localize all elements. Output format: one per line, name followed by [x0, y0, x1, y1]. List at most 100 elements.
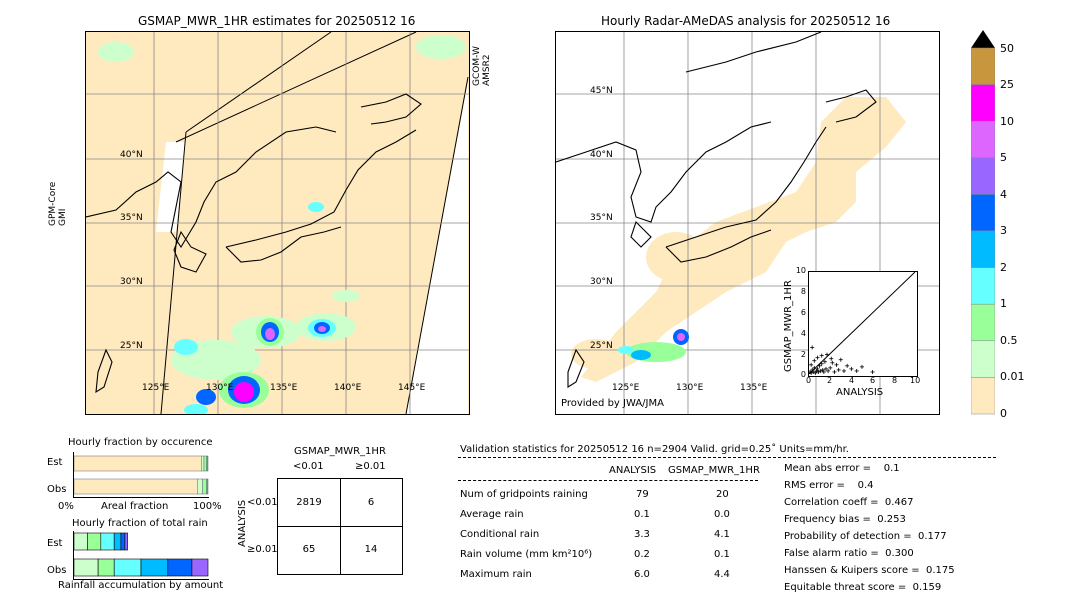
- occurrence-bar: [73, 478, 198, 495]
- left-map-canvas: [86, 32, 469, 414]
- scatter-ytick-4: 4: [800, 329, 806, 338]
- total-rain-obs-label: Obs: [47, 565, 67, 576]
- scatter-ytick-2: 2: [800, 350, 806, 359]
- scatter-ytick-8: 8: [800, 287, 806, 296]
- occurrence-bar: [206, 478, 209, 495]
- lon-label-130: 130°E: [206, 383, 234, 393]
- scatter-point: [812, 365, 817, 370]
- total-rain-bar: [87, 532, 102, 551]
- scatter-point: [817, 363, 822, 368]
- occurrence-obs-label: Obs: [47, 484, 67, 495]
- score-ets: Equitable threat score = 0.159: [784, 582, 942, 593]
- scatter-point: [809, 362, 814, 367]
- lon-label-125: 125°E: [142, 383, 170, 393]
- occurrence-bar: [197, 478, 203, 495]
- total-rain-chart: [73, 531, 209, 580]
- scatter-point: [814, 368, 819, 373]
- occurrence-chart: [73, 452, 209, 498]
- scatter-xtick-10: 10: [910, 376, 921, 385]
- occurrence-xlabel: Areal fraction: [101, 501, 169, 512]
- rmap-lat-35: 35°N: [590, 213, 613, 223]
- left-map: 40°N 35°N 30°N 25°N 125°E 130°E 135°E 14…: [85, 31, 470, 415]
- total-rain-bar: [124, 532, 128, 551]
- cbar-label-0: 0: [1000, 407, 1007, 420]
- occurrence-bar: [73, 455, 202, 472]
- lon-label-145: 145°E: [398, 383, 426, 393]
- scatter-point: [829, 356, 834, 361]
- contingency-table: 2819 6 65 14: [277, 478, 403, 575]
- scatter-diagonal: [808, 271, 916, 375]
- scatter-point: [822, 359, 827, 364]
- scatter-point: [819, 361, 824, 366]
- scatter-x-ticks: 0 2 4 6 8 10: [804, 376, 924, 388]
- provided-by-label: Provided by JWA/JMA: [561, 398, 664, 409]
- cbar-label-2: 2: [1000, 261, 1007, 274]
- score-far: False alarm ratio = 0.300: [784, 548, 914, 559]
- validation-divider: [458, 457, 996, 458]
- total-rain-bar: [73, 558, 99, 577]
- cbar-label-50: 50: [1000, 42, 1014, 55]
- total-rain-bar: [191, 558, 209, 577]
- validation-header: Validation statistics for 20250512 16 n=…: [460, 444, 849, 455]
- total-rain-bar: [73, 532, 88, 551]
- colorbar: [970, 30, 996, 415]
- rmap-lon-130: 130°E: [676, 383, 704, 393]
- scatter-point: [841, 368, 846, 373]
- occurrence-bar: [203, 455, 207, 472]
- score-mae: Mean abs error = 0.1: [784, 463, 900, 474]
- total-rain-bar: [100, 532, 115, 551]
- lat-label-25: 25°N: [120, 341, 143, 351]
- right-map: 45°N 40°N 35°N 30°N 25°N 125°E 130°E 135…: [555, 31, 940, 415]
- scatter-point: [811, 369, 816, 374]
- colorbar-block: [970, 47, 996, 85]
- contingency-cell-nn: 2819: [296, 497, 322, 508]
- cbar-label-0-01: 0.01: [1000, 370, 1025, 383]
- contingency-row-ge: ≥0.01: [247, 544, 278, 555]
- lat-label-40: 40°N: [120, 150, 143, 160]
- occurrence-title: Hourly fraction by occurence: [68, 437, 213, 448]
- left-map-title: GSMAP_MWR_1HR estimates for 20250512 16: [138, 14, 416, 28]
- validation-col-gsmap: GSMAP_MWR_1HR: [668, 465, 760, 476]
- left-satellite-label: GPM-Core GMI: [48, 181, 68, 226]
- contingency-col-ge: ≥0.01: [355, 461, 386, 472]
- scatter-point: [823, 366, 828, 371]
- scatter-point: [815, 366, 820, 371]
- cbar-label-3: 3: [1000, 224, 1007, 237]
- occurrence-est-label: Est: [47, 457, 63, 468]
- score-frequency-bias: Frequency bias = 0.253: [784, 514, 906, 525]
- occurrence-canvas: [73, 455, 209, 495]
- scatter-canvas: [808, 271, 916, 375]
- colorbar-block: [970, 267, 996, 305]
- lon-label-135: 135°E: [270, 383, 298, 393]
- cbar-label-5: 5: [1000, 151, 1007, 164]
- right-map-title: Hourly Radar-AMeDAS analysis for 2025051…: [601, 14, 891, 28]
- lat-label-35: 35°N: [120, 213, 143, 223]
- total-rain-est-label: Est: [47, 538, 63, 549]
- total-rain-bar: [113, 532, 122, 551]
- scatter-point: [818, 368, 823, 373]
- scatter-point: [832, 369, 837, 374]
- scatter-ylabel: GSMAP_MWR_1HR: [783, 280, 794, 372]
- scatter-point: [849, 366, 854, 371]
- colorbar-canvas: [970, 30, 996, 415]
- scatter-point: [830, 360, 835, 365]
- scatter-xtick-4: 4: [849, 376, 855, 385]
- scatter-xlabel: ANALYSIS: [836, 387, 884, 398]
- total-rain-title: Hourly fraction of total rain: [72, 518, 208, 529]
- rmap-lat-45: 45°N: [590, 86, 613, 96]
- colorbar-block: [970, 303, 996, 342]
- scatter-point: [826, 368, 831, 373]
- occurrence-xtick-0: 0%: [58, 501, 74, 512]
- contingency-row-lt: <0.01: [247, 497, 278, 508]
- scatter-point: [810, 345, 815, 350]
- scatter-point: [815, 355, 820, 360]
- cbar-label-1: 1: [1000, 297, 1007, 310]
- colorbar-block: [970, 84, 996, 122]
- scatter-xtick-2: 2: [827, 376, 833, 385]
- scatter-point: [854, 368, 859, 373]
- scatter-point: [812, 358, 817, 363]
- scatter-point: [834, 362, 839, 367]
- rmap-lon-135: 135°E: [740, 383, 768, 393]
- total-rain-canvas: [73, 532, 209, 577]
- rmap-lat-25: 25°N: [590, 341, 613, 351]
